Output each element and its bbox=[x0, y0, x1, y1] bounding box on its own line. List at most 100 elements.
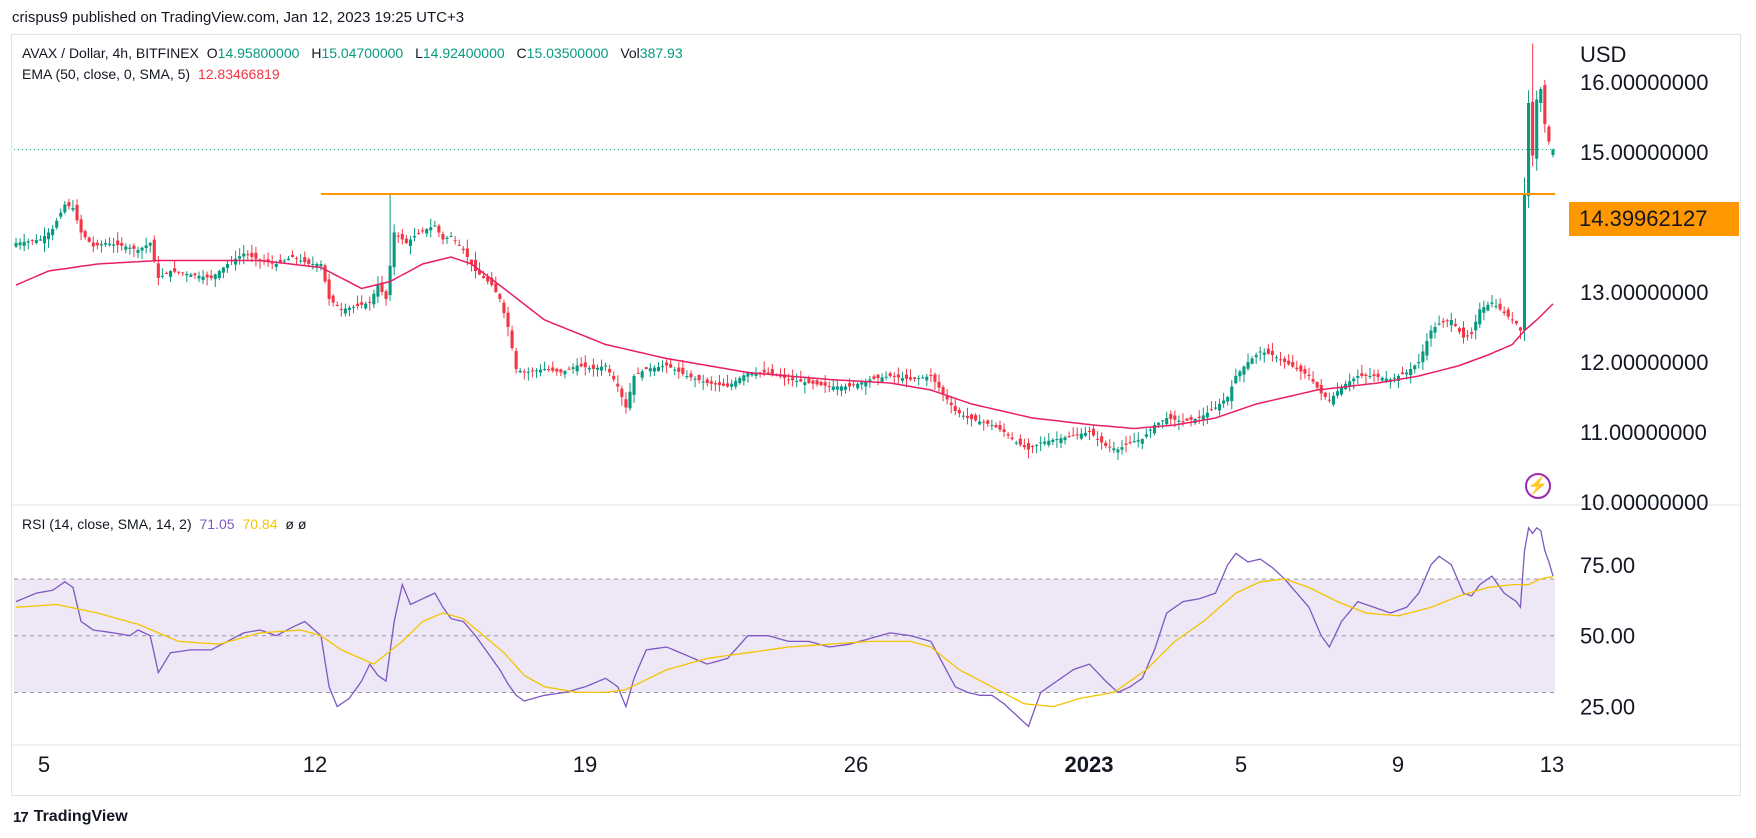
candle-body-263 bbox=[1083, 432, 1087, 436]
time-tick-1: 12 bbox=[303, 752, 327, 777]
time-tick-5: 5 bbox=[1235, 752, 1247, 777]
candle-body-330 bbox=[1356, 376, 1360, 378]
price-tick-5: 11.00000000 bbox=[1580, 420, 1707, 445]
ema-label[interactable]: EMA (50, close, 0, SMA, 5) bbox=[22, 66, 191, 82]
candle-body-158 bbox=[656, 366, 661, 372]
candle-body-51 bbox=[221, 267, 225, 273]
time-tick-0: 5 bbox=[38, 752, 50, 777]
candle-body-202 bbox=[835, 386, 839, 390]
close-value: 15.03500000 bbox=[526, 45, 609, 61]
candle-body-326 bbox=[1339, 386, 1344, 395]
candle-body-302 bbox=[1242, 366, 1246, 375]
vol-value: 387.93 bbox=[639, 45, 683, 61]
candle-body-346 bbox=[1421, 351, 1425, 363]
candle-body-286 bbox=[1177, 420, 1181, 422]
candle-body-157 bbox=[652, 367, 656, 372]
indicator-lines bbox=[14, 149, 1555, 728]
candle-body-365 bbox=[1498, 303, 1502, 310]
candle-body-138 bbox=[575, 365, 579, 372]
candle-body-211 bbox=[872, 376, 876, 379]
candle-body-59 bbox=[254, 252, 258, 259]
candle-body-128 bbox=[534, 370, 539, 372]
candle-body-88 bbox=[372, 293, 376, 305]
candle-body-34 bbox=[152, 239, 156, 261]
candle-body-182 bbox=[754, 372, 758, 376]
rsi-extra: ø ø bbox=[285, 516, 307, 532]
candle-body-130 bbox=[543, 369, 547, 371]
candle-body-129 bbox=[538, 369, 543, 373]
candle-body-150 bbox=[624, 399, 628, 408]
candle-body-165 bbox=[685, 376, 689, 377]
candle-body-135 bbox=[563, 370, 567, 375]
candle-body-45 bbox=[197, 275, 201, 279]
candle-body-234 bbox=[965, 415, 970, 418]
candle-body-361 bbox=[1482, 307, 1486, 313]
candle-body-77 bbox=[327, 279, 331, 299]
candle-body-268 bbox=[1104, 442, 1108, 446]
lightning-bolt-icon[interactable]: ⚡ bbox=[1525, 473, 1551, 499]
footer-brand[interactable]: 17 TradingView bbox=[13, 808, 128, 826]
candle-body-16 bbox=[79, 219, 83, 233]
candle-body-142 bbox=[591, 364, 595, 369]
candle-body-307 bbox=[1262, 352, 1266, 355]
candle-body-146 bbox=[608, 368, 612, 373]
candle-body-175 bbox=[726, 383, 730, 387]
candle-body-276 bbox=[1136, 440, 1140, 442]
rsi-label[interactable]: RSI (14, close, SMA, 14, 2) bbox=[22, 516, 192, 532]
candle-body-240 bbox=[990, 425, 994, 426]
candle-body-342 bbox=[1405, 372, 1409, 375]
candle-body-369 bbox=[1514, 320, 1518, 324]
candle-body-31 bbox=[140, 247, 144, 251]
candle-body-247 bbox=[1018, 438, 1022, 445]
tradingview-logo-icon: 17 bbox=[13, 808, 29, 826]
candle-body-288 bbox=[1185, 418, 1189, 421]
candle-body-226 bbox=[933, 374, 937, 382]
candle-body-356 bbox=[1461, 327, 1466, 338]
candles-group bbox=[14, 43, 1555, 460]
candle-body-63 bbox=[270, 262, 274, 264]
candle-body-244 bbox=[1006, 434, 1010, 436]
candle-body-144 bbox=[599, 366, 604, 371]
candle-body-147 bbox=[612, 375, 616, 380]
candle-body-36 bbox=[160, 275, 164, 277]
candle-body-377 bbox=[1547, 126, 1551, 142]
candle-body-56 bbox=[242, 253, 246, 257]
candle-body-371 bbox=[1522, 194, 1527, 331]
candle-body-37 bbox=[164, 272, 169, 274]
level-price-badge: 14.39962127 bbox=[1569, 202, 1739, 236]
candle-body-33 bbox=[148, 243, 152, 246]
candle-body-227 bbox=[937, 381, 941, 388]
candle-body-179 bbox=[742, 375, 746, 381]
candle-body-216 bbox=[892, 375, 896, 377]
candle-body-109 bbox=[457, 244, 461, 246]
candle-body-73 bbox=[311, 264, 315, 265]
candle-body-303 bbox=[1246, 362, 1250, 369]
candle-body-205 bbox=[848, 383, 852, 387]
candle-body-160 bbox=[665, 362, 669, 366]
candle-body-335 bbox=[1376, 373, 1380, 377]
candle-body-364 bbox=[1494, 306, 1498, 307]
candle-body-301 bbox=[1238, 371, 1242, 377]
candle-body-235 bbox=[969, 414, 974, 420]
candle-body-19 bbox=[91, 242, 95, 247]
vol-label: Vol bbox=[620, 45, 640, 61]
candle-body-137 bbox=[571, 367, 575, 370]
candle-body-295 bbox=[1213, 407, 1218, 409]
candle-body-67 bbox=[286, 258, 290, 261]
candle-body-170 bbox=[705, 379, 709, 383]
publish-line: crispus9 published on TradingView.com, J… bbox=[12, 9, 465, 26]
candle-body-21 bbox=[99, 244, 103, 246]
candle-body-4 bbox=[30, 239, 34, 241]
candle-body-118 bbox=[494, 283, 498, 292]
symbol-label[interactable]: AVAX / Dollar, 4h, BITFINEX bbox=[22, 45, 199, 61]
candle-body-239 bbox=[986, 420, 990, 424]
candle-body-111 bbox=[465, 248, 469, 257]
candle-body-166 bbox=[689, 373, 693, 378]
candle-body-203 bbox=[839, 386, 843, 391]
candle-body-336 bbox=[1380, 377, 1384, 381]
candle-body-78 bbox=[331, 295, 335, 303]
candle-body-316 bbox=[1299, 365, 1303, 372]
candle-body-373 bbox=[1531, 101, 1535, 156]
grid-lines bbox=[11, 504, 1741, 746]
